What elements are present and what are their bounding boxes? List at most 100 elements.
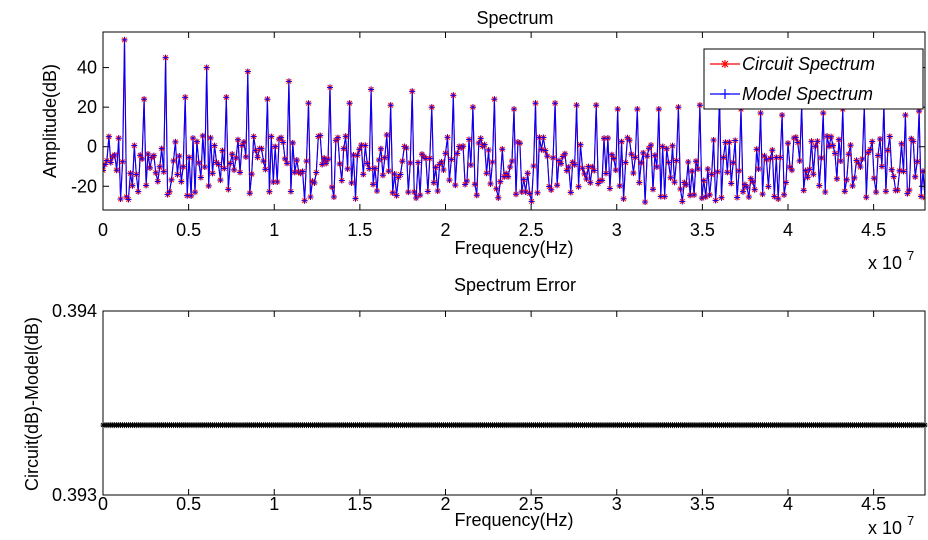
spectrum-ylabel: Amplitude(dB) [40,64,60,178]
series-model-point [303,158,310,165]
series-model-point [743,184,750,190]
series-model-point [448,156,455,163]
series-model-point [180,163,187,170]
series-model-point [207,134,214,141]
series-model-point [454,150,461,157]
series-model-point [769,147,776,154]
series-model-point [552,100,559,107]
series-model-point [391,171,398,177]
series-model-point [532,100,539,107]
series-model-point [129,182,136,189]
series-model-point [720,154,727,161]
series-model-point [477,135,484,142]
series-model-point [851,174,858,181]
series-model-point [415,159,422,166]
series-model-point [121,36,128,43]
series-model-point [910,138,917,145]
series-model-point [145,151,151,157]
series-model-point [460,143,467,150]
series-model-point [565,164,572,170]
series-model-point [376,157,382,163]
x-tick-label: 0.5 [176,220,201,240]
series-model-point [424,188,431,195]
series-model-point [618,138,625,145]
series-model-point [139,155,146,162]
spectrum-error-ylabel: Circuit(dB)-Model(dB) [22,317,42,491]
y-tick-label: 20 [77,97,97,117]
legend-marker-model-icon [720,89,730,99]
series-model-point [788,167,795,174]
x-tick-label: 3.5 [690,220,715,240]
series-model-point [117,196,124,202]
series-model-point [481,141,488,148]
spectrum-error-ticks: 0 0.5 1 1.5 2 2.5 3 3.5 4 4.5 0.393 0.394 [52,301,925,514]
series-model-point [452,182,459,189]
series-model-point [111,151,118,158]
series-model-point [526,190,533,197]
x-tick-label: 0 [98,220,108,240]
spectrum-legend: Circuit Spectrum Model Spectrum [703,48,924,110]
legend-box [703,48,924,110]
x-tick-label: 3 [612,220,622,240]
series-model-point [201,164,208,170]
series-model-point [237,169,243,176]
series-model-point [366,165,373,172]
series-model-point [751,186,758,193]
series-model-point [426,155,433,162]
series-model-point [710,137,717,143]
spectrum-error-plot-frame [102,310,926,496]
series-model-point [843,176,850,183]
series-model-point [381,154,388,161]
series-model-point [289,139,296,146]
series-model-point [342,133,349,140]
series-model-point [728,180,735,187]
series-model-point [262,166,269,173]
series-model-point [606,185,613,192]
series-model-point [890,173,897,180]
series-model-point [258,145,265,152]
series-model-point [301,197,308,204]
series-model-point [822,189,829,195]
series-model-point [147,164,153,171]
series-model-point [837,158,844,164]
series-model-point [896,167,903,174]
series-model-point [920,168,925,175]
series-model-point [638,159,645,166]
series-model-point [693,158,699,165]
series-model-point [285,78,292,85]
series-model-point [775,195,782,202]
series-model-point [432,164,439,171]
series-model-point [311,179,318,186]
series-model-point [650,186,656,193]
spectrum-error-xlabel: Frequency(Hz) [454,510,573,530]
series-model-point [814,138,821,145]
series-model-point [399,158,406,165]
series-model-point [127,170,134,177]
series-model-point [712,197,719,204]
series-model-point [747,175,754,182]
series-model-point [845,151,852,158]
series-model-point [195,159,202,166]
series-model-point [248,171,255,178]
series-model-point [368,86,375,93]
series-model-point [882,188,889,195]
spectrum-error-x-multiplier: x 10 7 [868,513,914,538]
series-model-point [352,195,359,202]
series-model-point [849,182,856,189]
series-model-point [671,179,678,186]
series-model-point [190,135,196,142]
series-model-point [133,171,140,178]
series-model-point [884,147,891,154]
series-model-point [115,135,122,142]
series-model-point [571,161,578,168]
series-model-point [329,184,335,191]
series-model-point [695,166,701,172]
series-model-point [379,172,386,179]
series-model-point [634,106,641,113]
series-model-point [661,193,668,200]
series-model-point [336,160,343,167]
series-model-point [614,106,621,113]
series-model-point [299,168,306,175]
series-model-point [293,157,300,164]
